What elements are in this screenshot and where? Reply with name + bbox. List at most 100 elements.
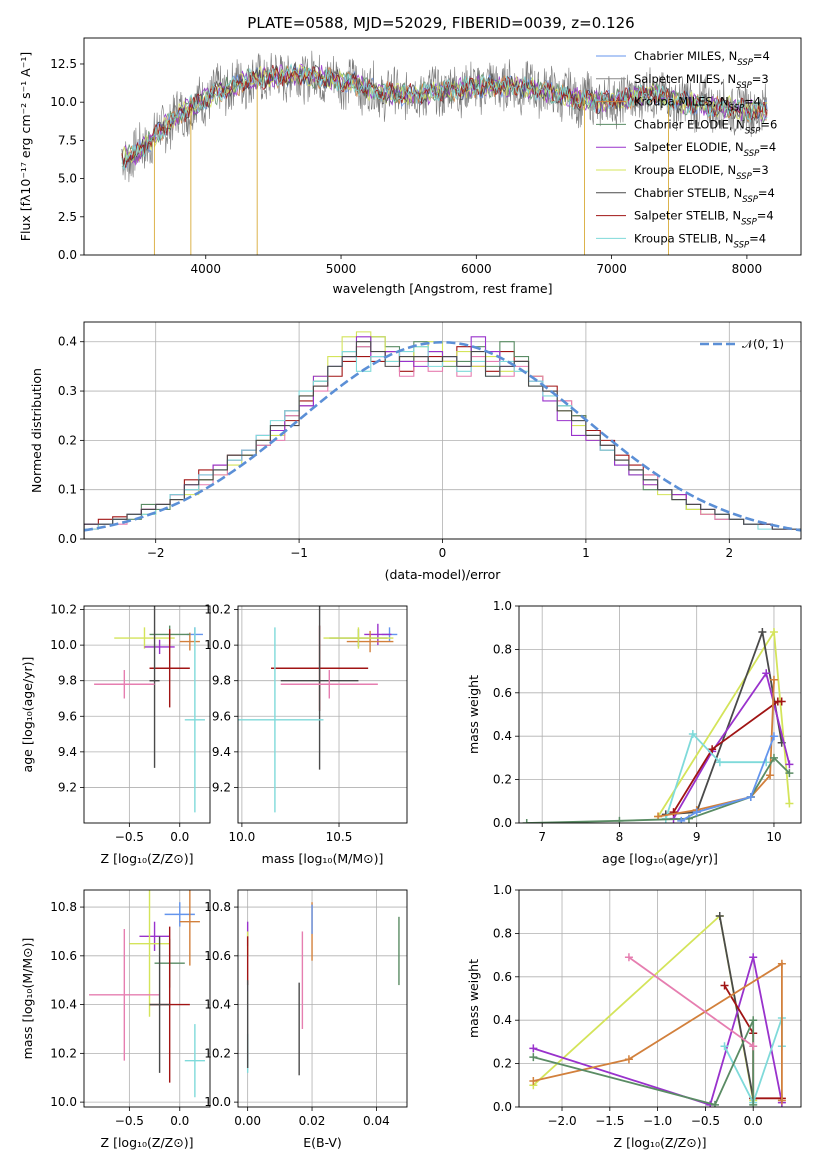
series-line	[665, 628, 783, 816]
x-tick-label: 8	[616, 830, 624, 844]
y-tick-label: 0.6	[493, 970, 512, 984]
data-point	[692, 808, 701, 817]
axes-frame	[518, 605, 802, 824]
data-point	[615, 816, 624, 823]
data-point	[785, 799, 794, 808]
data-point	[708, 745, 717, 754]
legend-label: Salpeter MILES, NSSP=3	[634, 72, 769, 91]
data-point	[710, 1100, 719, 1107]
data-point	[749, 1042, 758, 1051]
legend-label: Chabrier MILES, NSSP=4	[634, 49, 770, 68]
x-tick-label: 0.0	[170, 830, 189, 844]
series-line	[628, 956, 754, 1047]
y-tick-label: 7.5	[58, 133, 77, 147]
y-tick-label: 10.4	[50, 998, 77, 1012]
data-point	[529, 1044, 538, 1053]
y-tick-label: 0.0	[58, 532, 77, 546]
y-tick-label: 9.6	[212, 709, 231, 723]
data-point	[785, 769, 794, 778]
x-tick-label: −2	[147, 546, 165, 560]
axes-frame	[83, 605, 211, 824]
errorbar-point	[179, 632, 200, 651]
data-point	[746, 792, 755, 801]
y-tick-label: 9.6	[58, 709, 77, 723]
x-axis-label: (data-model)/error	[385, 567, 502, 582]
legend-label: Chabrier ELODIE, NSSP=6	[634, 117, 777, 136]
y-tick-label: 1.0	[493, 599, 512, 613]
errorbar-points	[94, 606, 205, 813]
data-point	[758, 628, 767, 637]
data-point	[785, 760, 794, 769]
x-tick-label: 7	[538, 830, 546, 844]
x-tick-label: −0.5	[115, 1114, 144, 1128]
histogram-step	[84, 341, 801, 539]
x-tick-label: 10.0	[229, 830, 256, 844]
x-tick-label: 5000	[326, 262, 357, 276]
data-point	[769, 753, 778, 762]
y-tick-label: 0.0	[58, 248, 77, 262]
x-tick-label: −1.5	[595, 1114, 624, 1128]
errorbar-point	[149, 629, 190, 708]
x-axis-label: age [log₁₀(age/yr)]	[602, 851, 718, 866]
y-tick-label: 0.4	[493, 729, 512, 743]
data-point	[677, 816, 686, 823]
age-vs-metallicity-panel: −0.5 0.0 9.2 9.4 9.6 9.8 10.0 10.2 Z [log₁₀(Z/Z⊙…	[20, 603, 211, 866]
errorbar-point	[149, 606, 160, 768]
data-point	[777, 697, 786, 706]
errorbar-point	[184, 1024, 205, 1098]
figure-title: PLATE=0588, MJD=52029, FIBERID=0039, z=0…	[247, 14, 634, 32]
y-tick-label: 0.0	[493, 816, 512, 830]
data-point	[720, 1042, 729, 1051]
x-axis-label: Z [log₁₀(Z/Z⊙)]	[101, 1135, 194, 1150]
errorbar-points	[238, 606, 398, 813]
mass-weight-vs-age-panel: 7 8 9 10 0.0 0.2 0.4 0.6 0.8 1.0 age [log₁₀(age/yr…	[466, 599, 802, 866]
axes-frame	[518, 889, 802, 1108]
axes-frame	[237, 605, 408, 824]
errorbar-point	[280, 606, 359, 770]
y-tick-label: 0.4	[58, 335, 77, 349]
errorbar-points	[246, 902, 400, 1076]
errorbar-point	[94, 670, 155, 699]
x-tick-label: −2.0	[547, 1114, 576, 1128]
errorbar-point	[280, 670, 378, 699]
legend-label: Chabrier STELIB, NSSP=4	[634, 186, 775, 205]
data-point	[529, 1076, 538, 1085]
y-tick-label: 9.4	[212, 745, 231, 759]
legend-label: Kroupa MILES, NSSP=4	[634, 95, 761, 114]
errorbar-point	[89, 929, 160, 1061]
x-tick-label: 2	[725, 546, 733, 560]
y-tick-label: 0.4	[493, 1013, 512, 1027]
legend-label: Salpeter ELODIE, NSSP=4	[634, 140, 776, 159]
legend-label: Kroupa ELODIE, NSSP=3	[634, 163, 769, 182]
series-line	[680, 735, 775, 822]
data-point	[624, 1055, 633, 1064]
observed-spectrum	[121, 50, 768, 183]
x-tick-label: 8000	[732, 262, 763, 276]
y-tick-label: 0.2	[58, 433, 77, 447]
series-group	[522, 628, 794, 823]
x-tick-label: 6000	[461, 262, 492, 276]
x-tick-label: 1	[582, 546, 590, 560]
data-point	[769, 675, 778, 684]
residual-histogram-panel: −2 −1 0 1 2 0.0 0.1 0.2 0.3 0.4 (data-model)/error…	[29, 321, 802, 582]
y-axis-label: Normed distribution	[29, 368, 44, 493]
y-tick-label: 9.4	[58, 745, 77, 759]
data-point	[749, 1016, 758, 1025]
series-line	[664, 732, 767, 819]
errorbar-point	[238, 627, 324, 813]
x-tick-label: 0	[439, 546, 447, 560]
y-tick-label: 0.6	[493, 686, 512, 700]
axes-frame	[83, 321, 802, 540]
y-tick-label: 10.0	[50, 638, 77, 652]
y-tick-label: 10.0	[50, 95, 77, 109]
y-tick-label: 10.2	[204, 603, 231, 617]
model-spectrum	[121, 63, 768, 171]
y-tick-label: 1.0	[493, 883, 512, 897]
x-tick-label: −0.5	[691, 1114, 720, 1128]
data-point	[624, 953, 633, 962]
x-tick-label: 0.04	[363, 1114, 390, 1128]
y-tick-label: 0.0	[493, 1100, 512, 1114]
data-point	[529, 1053, 538, 1062]
spectrum-series	[121, 50, 768, 255]
x-tick-label: −0.5	[115, 830, 144, 844]
